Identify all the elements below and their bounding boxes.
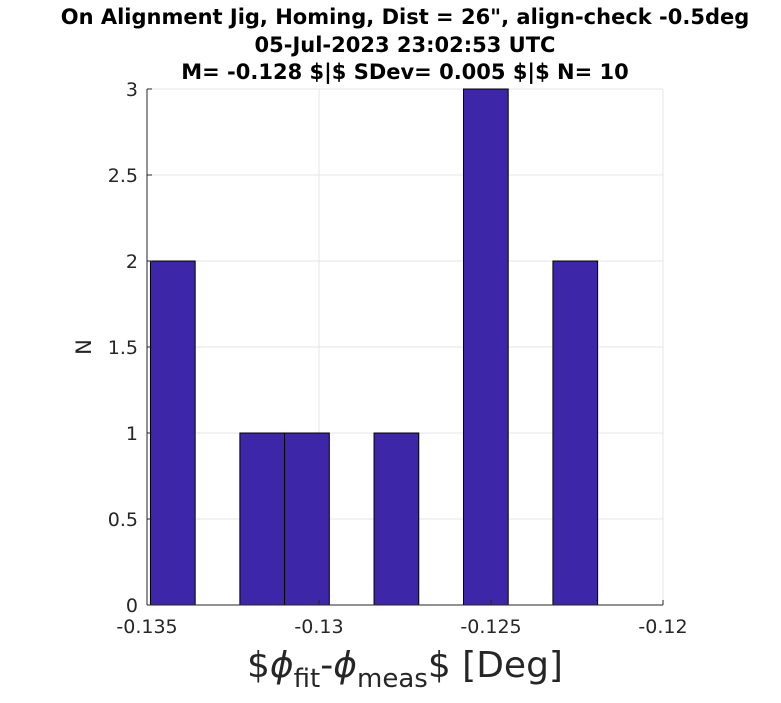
title-line-2: 05-Jul-2023 23:02:53 UTC [255, 33, 556, 57]
x-tick-label: -0.125 [460, 616, 521, 638]
y-axis-label: N [72, 339, 96, 355]
histogram-bar [284, 432, 330, 606]
bars [149, 88, 599, 606]
y-tick-label: 2.5 [108, 165, 138, 187]
y-tick-label: 0 [126, 595, 138, 617]
y-tick-label: 2 [126, 251, 138, 273]
x-axis-label: $ϕfit-ϕmeas$ [Deg] [247, 645, 563, 694]
x-tick-label: -0.13 [294, 616, 343, 638]
histogram-bar [239, 432, 286, 606]
chart-title: On Alignment Jig, Homing, Dist = 26", al… [61, 5, 750, 85]
x-tick-labels: -0.135 -0.13 -0.125 -0.12 [116, 616, 687, 638]
y-tick-label: 0.5 [108, 509, 138, 531]
title-line-1: On Alignment Jig, Homing, Dist = 26", al… [61, 5, 750, 29]
histogram-bar [149, 260, 196, 606]
axes [146, 88, 664, 606]
histogram-bar [552, 260, 599, 606]
y-tick-label: 1.5 [108, 337, 138, 359]
histogram-bar [373, 432, 420, 606]
y-tick-label: 3 [126, 79, 138, 101]
x-tick-label: -0.135 [116, 616, 177, 638]
y-tick-labels: 0 0.5 1 1.5 2 2.5 3 [108, 79, 138, 617]
x-tick-label: -0.12 [638, 616, 687, 638]
title-line-3: M= -0.128 $|$ SDev= 0.005 $|$ N= 10 [181, 60, 629, 85]
y-tick-label: 1 [126, 423, 138, 445]
histogram-bar [462, 88, 509, 606]
